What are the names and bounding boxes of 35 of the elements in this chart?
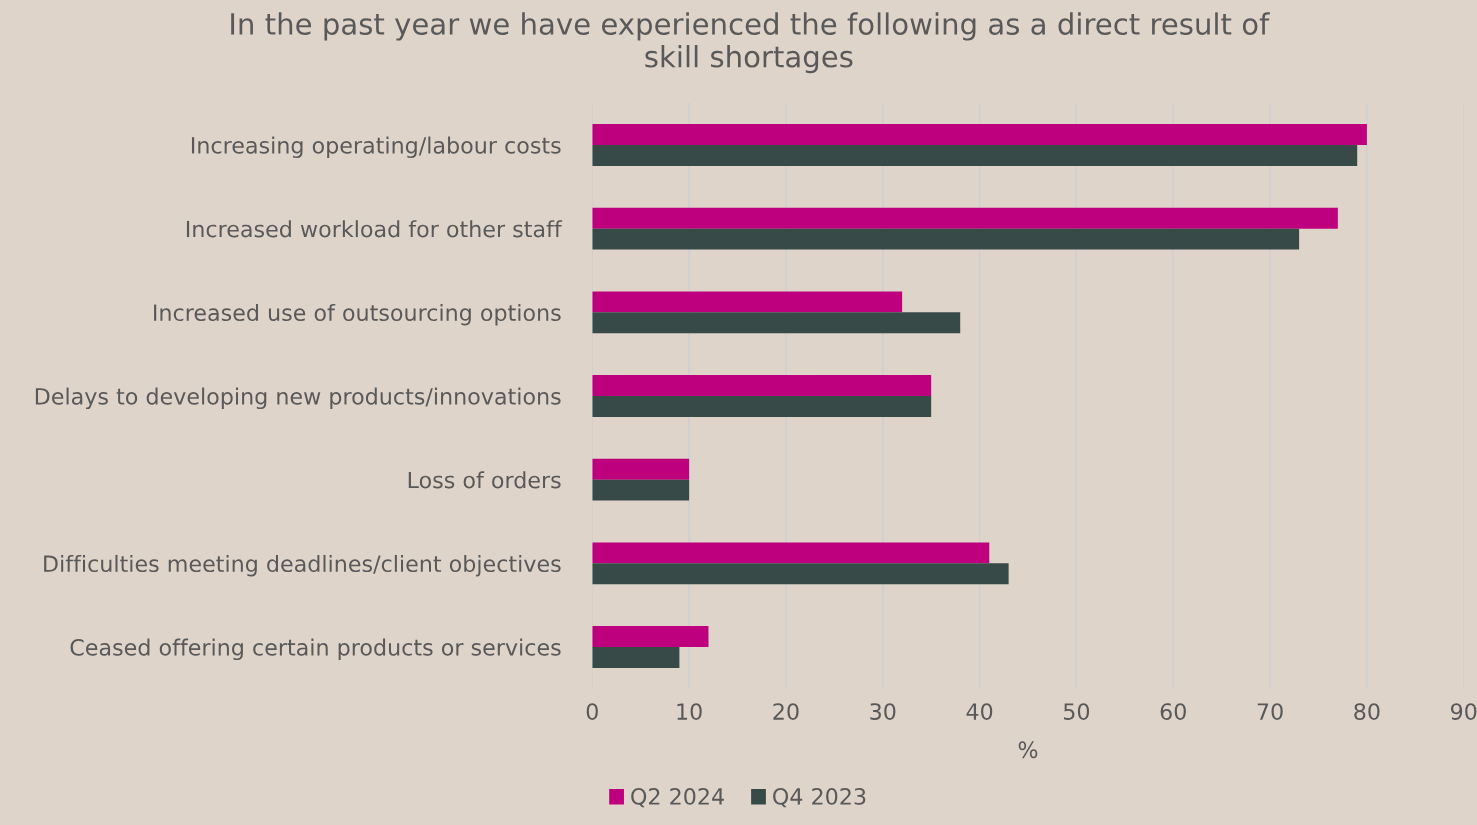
- y-tick-label: Increased workload for other staff: [186, 220, 563, 238]
- x-tick-label: 80: [1354, 703, 1380, 720]
- y-tick-label: Difficulties meeting deadlines/client objectives: [44, 554, 561, 577]
- chart-title: In the past year we have experienced the following as a direct result of skill shortages: [231, 12, 1270, 74]
- bar: [592, 542, 990, 564]
- bar: [592, 144, 1358, 166]
- x-axis-title: %: [1018, 741, 1038, 759]
- y-tick-label: Delays to developing new products/innovations: [35, 387, 561, 410]
- legend-label: Q2 2024: [631, 788, 724, 808]
- x-tick-label: 0: [586, 703, 598, 720]
- y-tick-label: Ceased offering certain products or services: [70, 638, 561, 661]
- bar: [592, 312, 961, 334]
- bar: [592, 626, 709, 648]
- bar: [592, 375, 932, 396]
- y-tick-label: Increasing operating/labour costs: [191, 136, 561, 159]
- bar: [592, 396, 932, 417]
- y-tick-label: Loss of orders: [408, 471, 561, 489]
- legend-label: Q4 2023: [773, 788, 866, 808]
- bar: [592, 563, 1009, 585]
- bar: [592, 647, 680, 668]
- x-tick-label: 60: [1160, 703, 1186, 720]
- y-tick-label: Increased use of outsourcing options: [154, 303, 561, 326]
- bar: [592, 124, 1367, 145]
- bar: [592, 479, 690, 501]
- x-tick-label: 20: [773, 703, 799, 720]
- x-tick-label: 90: [1450, 703, 1477, 720]
- x-tick-label: 50: [1063, 703, 1090, 720]
- x-tick-label: 10: [677, 703, 702, 720]
- x-tick-label: 30: [870, 703, 896, 720]
- bar: [592, 458, 690, 480]
- x-tick-label: 70: [1257, 703, 1283, 720]
- bar: [592, 228, 1300, 250]
- bar: [592, 291, 903, 313]
- bar: [592, 207, 1338, 229]
- x-tick-label: 40: [966, 703, 993, 720]
